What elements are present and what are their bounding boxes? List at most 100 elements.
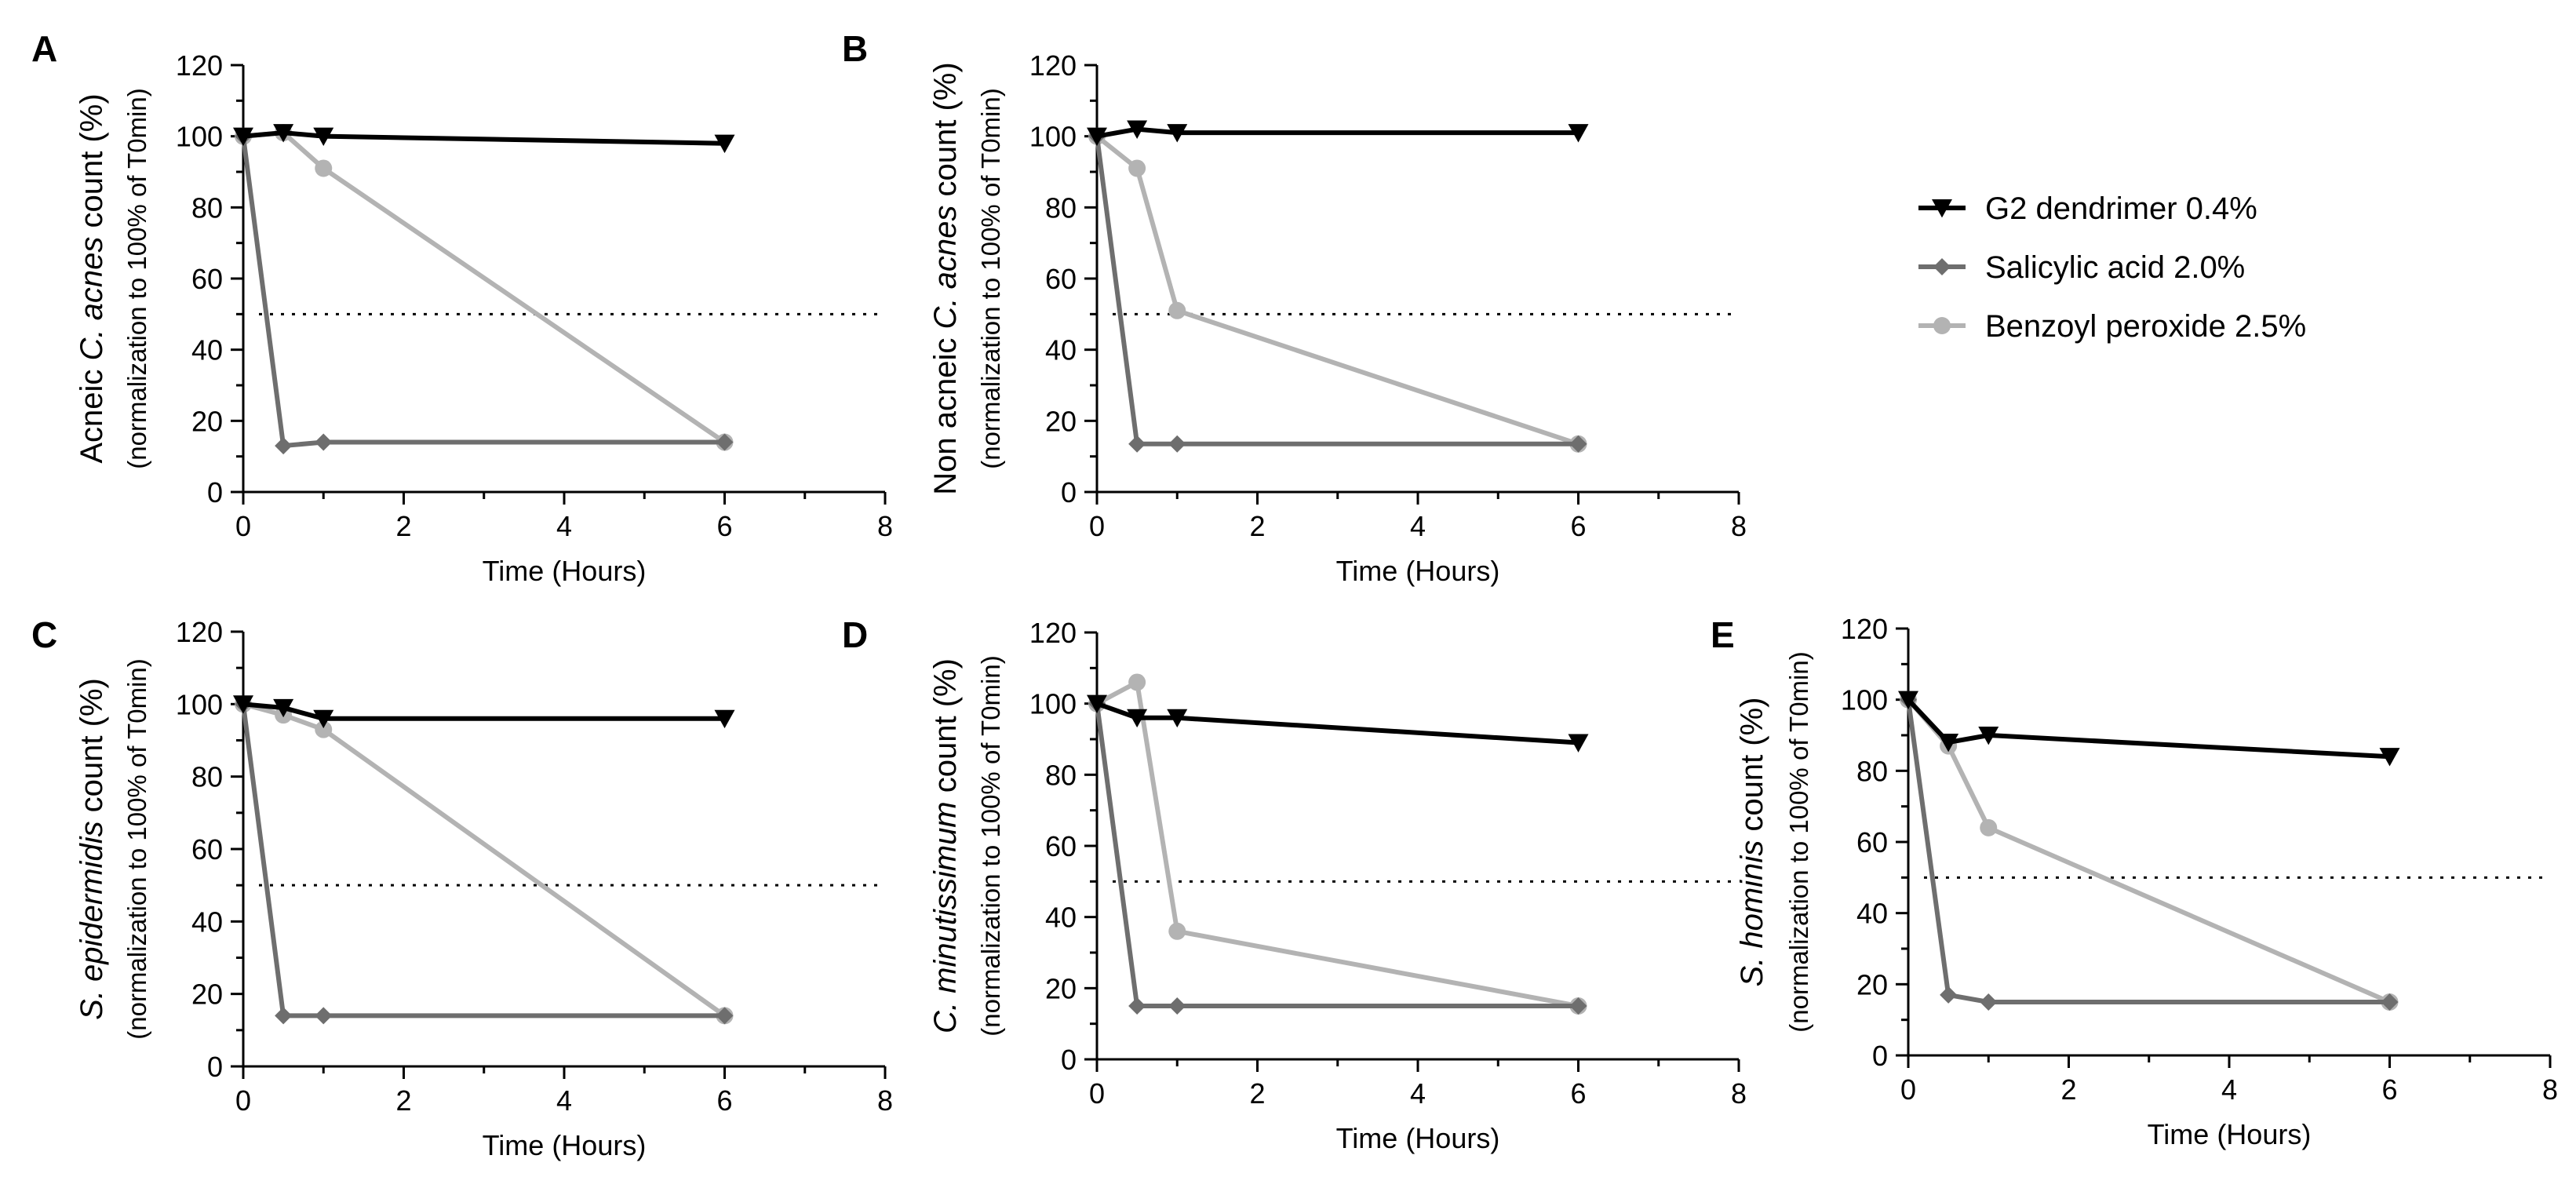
- y-tick-label: 120: [1029, 617, 1077, 649]
- series-line-g2: [242, 130, 725, 146]
- data-point-g2: [1127, 709, 1148, 728]
- data-point-g2: [1087, 694, 1107, 714]
- series-line-g2: [1095, 701, 1579, 745]
- x-tick-label: 0: [1089, 1077, 1105, 1110]
- legend-marker-g2: [1932, 199, 1952, 218]
- x-tick-label: 4: [1410, 1077, 1426, 1110]
- y-tick-label: 20: [1045, 405, 1077, 437]
- series-g2: [233, 124, 735, 154]
- data-point-benzoyl: [1168, 922, 1186, 940]
- data-point-salicylic: [1940, 986, 1958, 1004]
- legend-label: Benzoyl peroxide 2.5%: [1985, 309, 2306, 344]
- data-point-g2: [313, 127, 334, 147]
- data-point-g2: [1978, 726, 1999, 745]
- x-tick-label: 0: [1089, 510, 1105, 542]
- x-tick-label: 8: [877, 1084, 893, 1117]
- series-salicylic: [1088, 127, 1587, 453]
- data-point-g2: [273, 124, 294, 143]
- y-tick-label: 40: [1856, 898, 1888, 930]
- series-line-salicylic: [241, 136, 725, 449]
- data-point-salicylic: [716, 433, 734, 451]
- data-point-g2: [1127, 120, 1148, 139]
- series-line-g2: [1906, 698, 2390, 760]
- data-point-salicylic: [275, 437, 293, 455]
- series-line-benzoyl: [1095, 134, 1579, 446]
- series-line-salicylic: [1095, 136, 1579, 446]
- data-point-g2: [1898, 691, 1918, 710]
- x-tick-label: 6: [716, 1084, 732, 1117]
- series-line-salicylic: [1095, 703, 1579, 1008]
- x-tick-label: 6: [2381, 1073, 2397, 1106]
- series-line-salicylic: [241, 703, 725, 1019]
- x-axis-label: Time (Hours): [483, 1129, 647, 1161]
- series-g2: [1898, 691, 2400, 767]
- y-tick-label: 100: [1029, 121, 1077, 153]
- y-axis-label: Non acneic C. acnes count (%): [928, 62, 963, 494]
- series-g2: [1087, 120, 1589, 147]
- y-axis-label: C. minutissimum count (%): [928, 658, 963, 1033]
- data-point-salicylic: [315, 1007, 333, 1025]
- y-axis-sublabel: (normalization to 100% of T0min): [976, 88, 1005, 468]
- panel-letter: D: [842, 614, 868, 655]
- y-tick-label: 100: [1029, 688, 1077, 720]
- y-axis-label: Acneic C. acnes count (%): [75, 93, 109, 463]
- legend-item-g2: G2 dendrimer 0.4%: [1918, 191, 2257, 226]
- data-point-g2: [714, 134, 735, 154]
- series-line-g2: [1096, 126, 1579, 139]
- data-point-g2: [714, 709, 735, 729]
- panel-c: C 0 20 40 60 80 100 120 0 2 4 6 8 Time (Hours) S. epid…: [31, 614, 893, 1161]
- x-tick-label: 2: [395, 510, 411, 542]
- data-point-salicylic: [1980, 993, 1998, 1011]
- series-g2: [1087, 694, 1589, 753]
- panel-b: B 0 20 40 60 80 100 120 0 2 4 6 8 Time (Hours) Non acn…: [842, 28, 1747, 587]
- y-tick-label: 100: [176, 688, 223, 720]
- legend-marker-benzoyl: [1933, 317, 1951, 334]
- y-tick-label: 80: [1045, 759, 1077, 791]
- data-point-salicylic: [2381, 993, 2399, 1011]
- panel-e: E 0 20 40 60 80 100 120 0 2 4 6 8 Time (Hours) S. homi…: [1711, 613, 2558, 1150]
- legend-item-benzoyl: Benzoyl peroxide 2.5%: [1918, 309, 2306, 344]
- y-tick-label: 60: [1045, 830, 1077, 862]
- y-tick-label: 60: [191, 833, 223, 866]
- x-tick-label: 8: [1731, 1077, 1747, 1110]
- x-tick-label: 2: [2060, 1073, 2076, 1106]
- data-point-benzoyl: [1980, 818, 1998, 836]
- series-salicylic: [235, 695, 734, 1025]
- x-tick-label: 0: [235, 1084, 251, 1117]
- data-point-salicylic: [1168, 435, 1186, 453]
- data-point-benzoyl: [1128, 159, 1146, 177]
- x-axis-label: Time (Hours): [1336, 555, 1500, 587]
- y-tick-label: 100: [1841, 684, 1888, 716]
- panel-a: A 0 20 40 60 80 100 120 0 2 4 6 8 Time (Hours) Acneic …: [31, 28, 893, 587]
- x-tick-label: 4: [556, 510, 572, 542]
- y-axis-label: S. hominis count (%): [1735, 697, 1769, 986]
- data-point-g2: [1568, 734, 1589, 753]
- y-tick-label: 120: [1029, 49, 1077, 82]
- data-point-salicylic: [315, 433, 333, 451]
- y-tick-label: 20: [1856, 968, 1888, 1000]
- data-point-salicylic: [1569, 997, 1587, 1015]
- x-tick-label: 8: [1731, 510, 1747, 542]
- series-line-benzoyl: [242, 702, 727, 1018]
- y-tick-label: 60: [1856, 826, 1888, 858]
- series-benzoyl: [1088, 673, 1587, 1015]
- y-tick-label: 80: [191, 191, 223, 224]
- y-tick-label: 40: [191, 334, 223, 366]
- y-tick-label: 40: [191, 906, 223, 938]
- x-tick-label: 4: [1410, 510, 1426, 542]
- data-point-g2: [233, 695, 253, 714]
- series-g2: [233, 695, 735, 729]
- legend-item-salicylic: Salicylic acid 2.0%: [1918, 250, 2245, 285]
- panel-letter: A: [31, 28, 57, 69]
- panel-letter: C: [31, 614, 57, 655]
- data-point-g2: [1167, 124, 1188, 143]
- y-tick-label: 120: [1841, 613, 1888, 645]
- data-point-g2: [2379, 748, 2400, 767]
- x-tick-label: 8: [877, 510, 893, 542]
- y-tick-label: 20: [191, 979, 223, 1011]
- y-tick-label: 20: [191, 405, 223, 437]
- data-point-salicylic: [716, 1007, 734, 1025]
- panel-letter: E: [1711, 614, 1735, 655]
